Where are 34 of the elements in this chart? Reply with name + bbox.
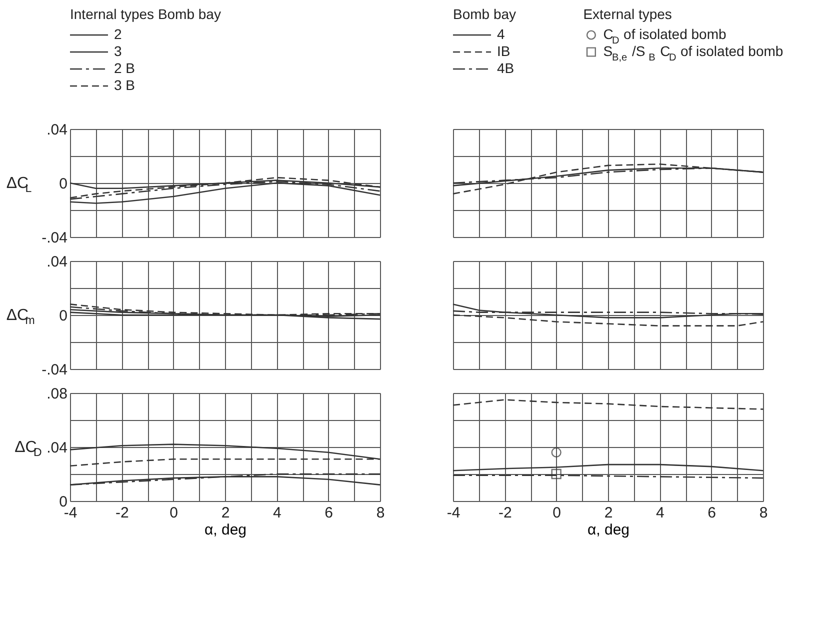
- x-tick-label: 4: [656, 504, 664, 522]
- legend-label: 2 B: [114, 60, 136, 76]
- legend-label: 2: [114, 26, 122, 42]
- legend-title: Internal types Bomb bay: [70, 6, 221, 22]
- y-tick-label: -.04: [42, 230, 68, 246]
- x-tick-label: -4: [446, 504, 460, 522]
- x-tick-label: -2: [115, 504, 129, 522]
- x-tick-label: 2: [604, 504, 613, 522]
- x-tick-label: 6: [324, 504, 334, 522]
- x-axis-title: α, deg: [587, 522, 630, 538]
- y-tick-label: .08: [46, 386, 68, 402]
- legend-label: IB: [497, 43, 510, 59]
- y-tick-label: 0: [59, 176, 68, 192]
- y-tick-label: .04: [46, 122, 68, 138]
- x-tick-label: -2: [498, 504, 512, 522]
- x-tick-label: 8: [376, 504, 385, 522]
- legend-label: 4B: [497, 60, 514, 76]
- legend-title: External types: [583, 6, 672, 22]
- x-tick-label: 8: [759, 504, 768, 522]
- y-tick-label: 0: [59, 494, 68, 510]
- legend-label: 3 B: [114, 77, 136, 93]
- x-tick-label: 0: [552, 504, 562, 522]
- y-tick-label: 0: [59, 308, 68, 324]
- x-tick-label: 6: [708, 504, 716, 522]
- y-tick-label: .04: [46, 254, 68, 270]
- x-tick-label: 4: [272, 504, 282, 522]
- y-tick-label: -.04: [42, 362, 68, 378]
- x-tick-label: 2: [221, 504, 230, 522]
- x-tick-label: 0: [170, 504, 178, 522]
- x-axis-title: α, deg: [204, 522, 247, 538]
- legend-label: 3: [114, 43, 122, 59]
- legend-label: 4: [497, 26, 505, 42]
- legend-title: Bomb bay: [453, 6, 516, 22]
- y-tick-label: .04: [46, 440, 68, 456]
